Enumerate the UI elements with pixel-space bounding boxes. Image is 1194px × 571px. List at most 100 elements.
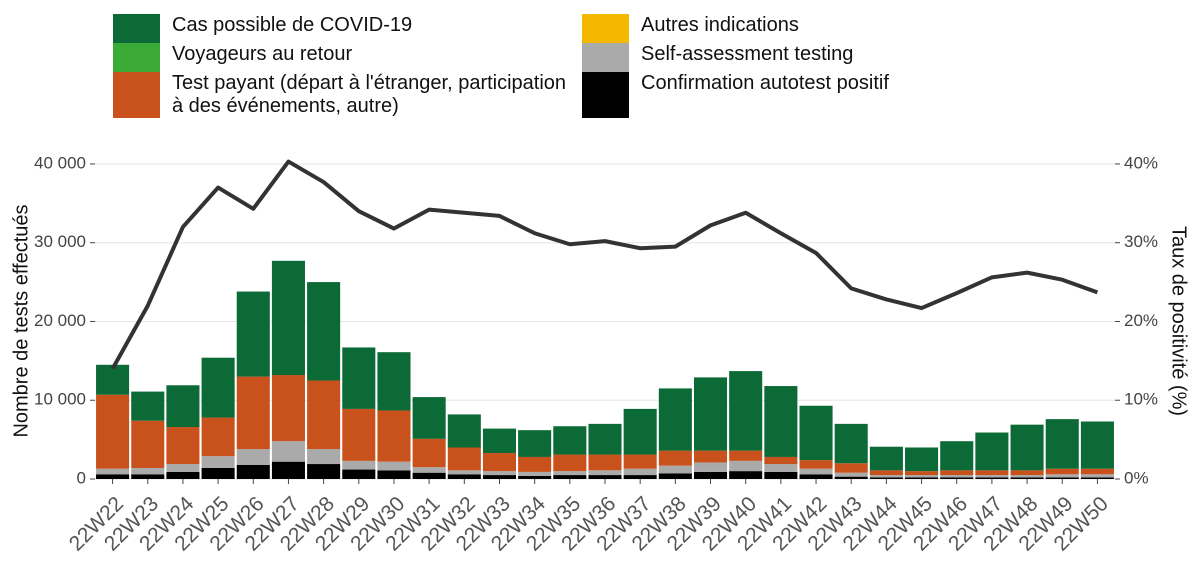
- bar-segment: [201, 467, 235, 479]
- bar-segment: [834, 472, 868, 477]
- bar-segment: [975, 470, 1009, 476]
- legend-item: Voyageurs au retour: [113, 43, 583, 72]
- bar-segment: [96, 468, 130, 475]
- bar-segment: [236, 449, 270, 465]
- y2-axis-label: Taux de positivité (%): [1168, 226, 1190, 416]
- bar-segment: [271, 441, 305, 462]
- legend-swatch: [113, 72, 160, 118]
- bar-segment: [588, 454, 622, 471]
- bar-segment: [447, 470, 481, 475]
- bar-segment: [1045, 419, 1079, 469]
- y-tick-label: 10 000: [34, 390, 86, 409]
- legend-item: Cas possible de COVID-19: [113, 14, 583, 43]
- bar-segment: [96, 364, 130, 395]
- y2-tick-label: 10%: [1124, 390, 1158, 409]
- bar-segment: [342, 347, 376, 409]
- bar-segment: [623, 408, 657, 455]
- y2-tick-label: 0%: [1124, 468, 1149, 487]
- bar-segment: [307, 380, 341, 450]
- legend-swatch: [113, 14, 160, 43]
- bar-segment: [940, 470, 974, 476]
- bar-segment: [1080, 468, 1114, 475]
- bar-segment: [729, 450, 763, 461]
- legend-label: Test payant (départ à l'étranger, partic…: [172, 72, 567, 117]
- bar-segment: [764, 471, 798, 479]
- y-tick-label: 20 000: [34, 311, 86, 330]
- bar-segment: [166, 385, 200, 428]
- bar-segment: [834, 476, 868, 479]
- bar-segment: [658, 473, 692, 479]
- bar-segment: [201, 357, 235, 418]
- bar-segment: [377, 410, 411, 462]
- y-axis-label: Nombre de tests effectués: [10, 204, 32, 437]
- bar-segment: [236, 376, 270, 450]
- legend-swatch: [582, 72, 629, 118]
- bar-segment: [307, 282, 341, 381]
- bar-segment: [412, 467, 446, 473]
- bar-segment: [166, 471, 200, 479]
- bar-segment: [96, 394, 130, 469]
- bar-segment: [729, 471, 763, 479]
- bar-segment: [236, 464, 270, 479]
- bar-segment: [377, 352, 411, 411]
- bar-segment: [905, 477, 939, 479]
- bar-segment: [729, 371, 763, 451]
- bar-segment: [799, 474, 833, 479]
- legend-label: Voyageurs au retour: [172, 43, 353, 65]
- bar-segment: [799, 405, 833, 461]
- bar-segment: [729, 460, 763, 472]
- bar-segment: [693, 450, 728, 463]
- bar-segment: [869, 475, 903, 478]
- y2-tick-label: 40%: [1124, 153, 1158, 172]
- bar-segment: [869, 446, 903, 471]
- legend-swatch: [582, 43, 629, 72]
- bar-segment: [588, 475, 622, 479]
- bar-segment: [271, 260, 305, 376]
- bar-segment: [553, 475, 587, 479]
- positivity-line: [110, 159, 1099, 370]
- bar-segment: [518, 475, 552, 479]
- bar-segment: [658, 465, 692, 474]
- bar-segment: [975, 432, 1009, 471]
- bar-segment: [131, 391, 165, 421]
- bar-segment: [518, 471, 552, 476]
- bar-segment: [834, 423, 868, 464]
- bar-segment: [342, 460, 376, 470]
- bar-segment: [623, 468, 657, 476]
- bar-segment: [201, 417, 235, 457]
- legend-label: Cas possible de COVID-19: [172, 14, 413, 36]
- legend-item: Confirmation autotest positif: [582, 72, 1052, 118]
- bar-segment: [1080, 474, 1114, 478]
- legend-label: Self-assessment testing: [641, 43, 854, 65]
- bar-segment: [623, 475, 657, 479]
- bar-segment: [764, 386, 798, 457]
- bar-segment: [1080, 421, 1114, 469]
- bar-segment: [518, 430, 552, 457]
- bar-segment: [764, 464, 798, 472]
- bar-segment: [377, 461, 411, 471]
- bar-segment: [588, 470, 622, 476]
- bar-segment: [799, 460, 833, 469]
- y-tick-label: 0: [77, 468, 86, 487]
- bar-segment: [482, 453, 517, 472]
- bar-segment: [342, 469, 376, 479]
- bar-segment: [271, 375, 305, 442]
- bar-segment: [693, 377, 728, 451]
- y-tick-label: 40 000: [34, 153, 86, 172]
- bar-segment: [940, 441, 974, 471]
- bar-segment: [553, 454, 587, 472]
- bar-segment: [623, 454, 657, 469]
- bar-segment: [201, 456, 235, 468]
- legend-item: Autres indications: [582, 14, 1052, 43]
- bar-segment: [834, 463, 868, 473]
- y2-tick-label: 20%: [1124, 311, 1158, 330]
- bar-segment: [693, 462, 728, 472]
- bar-segment: [482, 475, 517, 479]
- bar-segment: [905, 471, 939, 476]
- legend-swatch: [113, 43, 160, 72]
- bar-segment: [482, 471, 517, 476]
- bar-segment: [1010, 475, 1044, 478]
- bar-segment: [869, 477, 903, 479]
